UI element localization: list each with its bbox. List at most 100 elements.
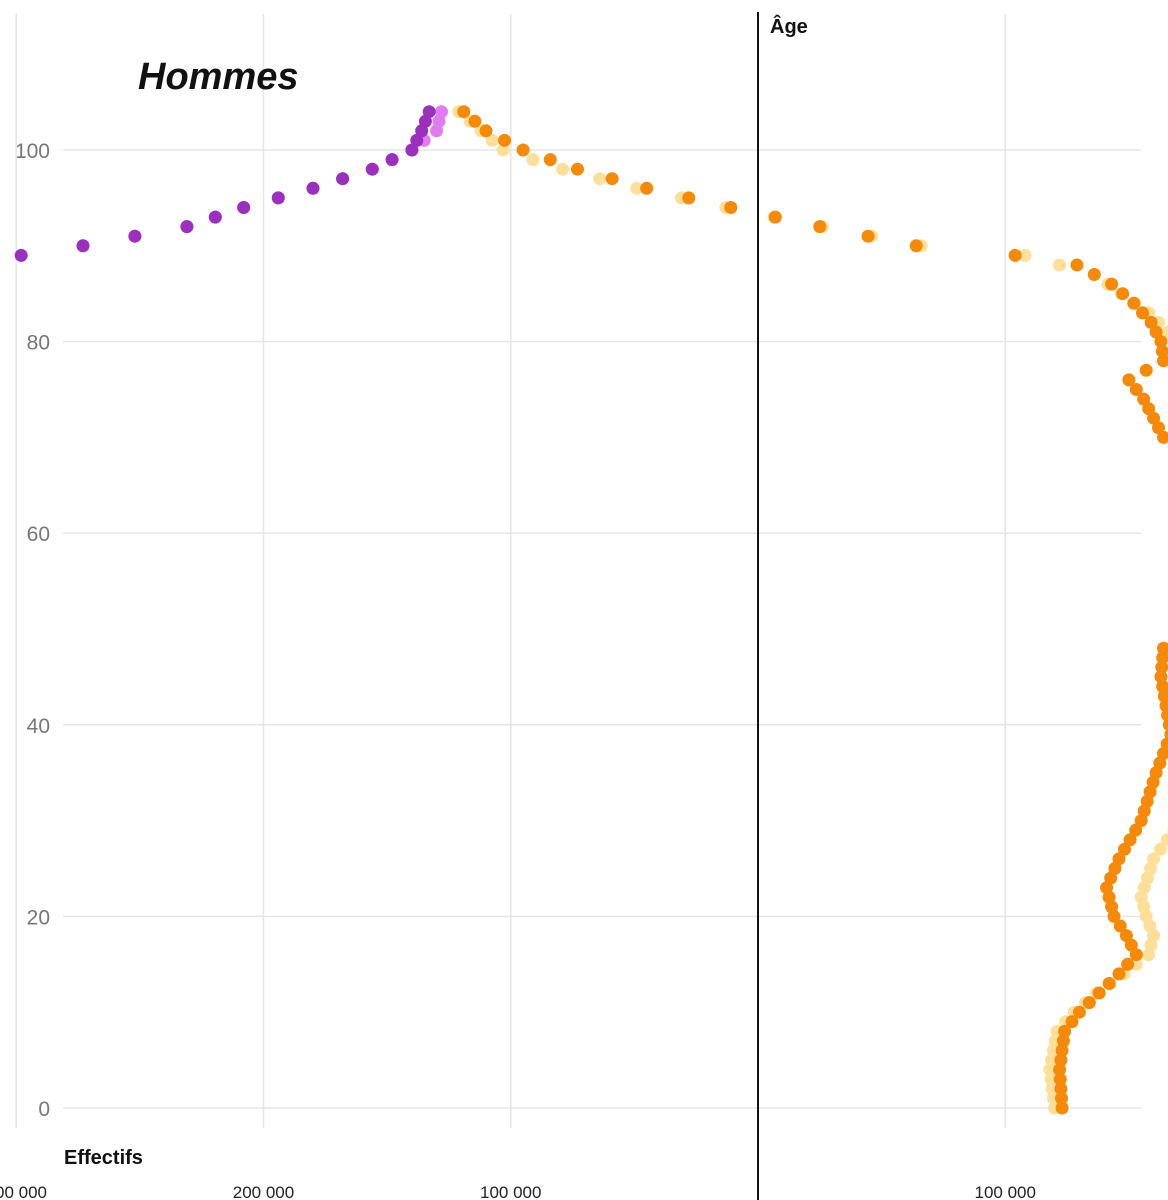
data-point-series-4 bbox=[1105, 277, 1119, 291]
data-point-series-4 bbox=[1155, 660, 1168, 674]
data-point-series-2 bbox=[237, 201, 251, 214]
data-point-series-4 bbox=[468, 114, 482, 128]
data-point-series-2 bbox=[422, 105, 436, 119]
data-point-series-4 bbox=[1129, 383, 1143, 396]
data-point-series-4 bbox=[1058, 1024, 1072, 1038]
data-point-series-4 bbox=[1054, 1082, 1068, 1096]
data-point-series-4 bbox=[1102, 977, 1116, 990]
x-tick-label: 200 000 bbox=[233, 1183, 294, 1200]
data-point-series-4 bbox=[909, 239, 923, 253]
y-tick-label: 40 bbox=[27, 715, 50, 738]
data-point-series-4 bbox=[1129, 823, 1143, 837]
data-point-series-4 bbox=[605, 172, 619, 186]
data-point-series-2 bbox=[410, 133, 424, 147]
data-point-series-4 bbox=[813, 220, 827, 234]
data-point-series-4 bbox=[1056, 1034, 1070, 1048]
data-point-series-4 bbox=[1072, 1005, 1086, 1019]
data-point-series-4 bbox=[640, 181, 654, 195]
data-point-series-3 bbox=[526, 153, 540, 167]
data-point-series-4 bbox=[1121, 957, 1135, 971]
data-point-series-4 bbox=[1118, 842, 1131, 856]
data-point-series-4 bbox=[1065, 1015, 1079, 1029]
data-point-series-3 bbox=[1043, 1063, 1057, 1077]
chart-title: Hommes bbox=[138, 56, 299, 98]
x-tick-label: 100 000 bbox=[480, 1183, 541, 1200]
data-point-series-4 bbox=[1142, 402, 1156, 416]
data-point-series-4 bbox=[1157, 354, 1168, 368]
data-point-series-4 bbox=[1157, 689, 1168, 703]
data-point-series-4 bbox=[1053, 1063, 1067, 1077]
data-point-series-4 bbox=[1112, 852, 1126, 866]
y-tick-label: 100 bbox=[15, 140, 50, 163]
data-point-series-3 bbox=[1160, 833, 1168, 847]
data-point-series-3 bbox=[593, 172, 607, 186]
data-point-series-2 bbox=[208, 210, 222, 224]
data-point-series-4 bbox=[516, 143, 530, 157]
data-point-series-2 bbox=[271, 191, 285, 205]
data-point-series-4 bbox=[1008, 248, 1022, 262]
data-point-series-3 bbox=[496, 143, 510, 157]
data-point-series-2 bbox=[14, 248, 28, 262]
data-point-series-3 bbox=[1147, 852, 1161, 866]
data-point-series-4 bbox=[1160, 737, 1168, 751]
x-tick-label: 300 000 bbox=[0, 1183, 47, 1200]
data-point-series-4 bbox=[1157, 641, 1168, 655]
data-point-series-4 bbox=[1053, 1072, 1067, 1086]
data-point-series-4 bbox=[1055, 1101, 1069, 1115]
data-point-series-4 bbox=[1127, 296, 1141, 310]
y-axis-label: Âge bbox=[770, 16, 808, 38]
data-point-series-2 bbox=[405, 143, 419, 157]
data-point-series-4 bbox=[1152, 421, 1165, 435]
data-point-series-2 bbox=[365, 162, 379, 176]
data-point-series-4 bbox=[543, 153, 557, 167]
data-point-series-4 bbox=[1139, 363, 1153, 377]
y-tick-label: 0 bbox=[38, 1098, 50, 1121]
x-tick-label: 100 000 bbox=[975, 1183, 1036, 1200]
data-point-series-3 bbox=[1018, 248, 1032, 262]
data-point-series-4 bbox=[1164, 728, 1168, 741]
data-point-series-4 bbox=[1113, 919, 1127, 933]
data-point-series-2 bbox=[76, 239, 90, 253]
data-point-series-3 bbox=[556, 162, 570, 176]
data-point-series-4 bbox=[1144, 315, 1158, 329]
data-point-series-4 bbox=[1155, 344, 1168, 358]
data-point-series-4 bbox=[1154, 670, 1168, 684]
data-point-series-4 bbox=[1137, 392, 1151, 406]
data-point-series-4 bbox=[498, 133, 512, 147]
data-point-series-3 bbox=[1161, 325, 1168, 339]
data-point-series-2 bbox=[128, 229, 142, 243]
data-point-series-4 bbox=[1055, 1044, 1069, 1057]
data-point-series-4 bbox=[1136, 306, 1149, 320]
data-point-series-4 bbox=[724, 201, 738, 214]
data-point-series-4 bbox=[768, 210, 782, 224]
data-point-series-4 bbox=[1129, 948, 1143, 962]
data-point-series-4 bbox=[1119, 929, 1133, 943]
data-point-series-4 bbox=[1070, 258, 1084, 272]
data-point-series-4 bbox=[1123, 833, 1137, 847]
data-point-series-4 bbox=[1149, 325, 1163, 339]
x-axis-label: Effectifs bbox=[64, 1147, 143, 1169]
data-point-series-2 bbox=[385, 153, 399, 167]
data-point-series-4 bbox=[1087, 268, 1101, 281]
data-point-series-4 bbox=[1154, 335, 1168, 349]
data-point-series-4 bbox=[1156, 680, 1168, 693]
data-point-series-2 bbox=[180, 220, 194, 234]
data-point-series-4 bbox=[861, 229, 875, 243]
y-tick-label: 80 bbox=[27, 332, 50, 355]
data-point-series-3 bbox=[1153, 842, 1167, 856]
data-point-series-4 bbox=[457, 105, 471, 119]
data-point-series-4 bbox=[1055, 1091, 1068, 1105]
data-point-series-3 bbox=[1044, 1072, 1058, 1086]
data-point-series-4 bbox=[1116, 287, 1130, 301]
data-point-series-2 bbox=[336, 172, 350, 186]
y-tick-label: 60 bbox=[27, 523, 50, 546]
data-point-series-4 bbox=[682, 191, 696, 205]
y-tick-label: 20 bbox=[27, 906, 50, 929]
data-point-series-3 bbox=[630, 181, 644, 195]
data-point-series-4 bbox=[1082, 996, 1096, 1010]
data-point-series-3 bbox=[485, 133, 499, 147]
data-point-series-4 bbox=[479, 124, 493, 138]
data-point-series-4 bbox=[1092, 986, 1106, 1000]
data-point-series-4 bbox=[1054, 1053, 1068, 1067]
